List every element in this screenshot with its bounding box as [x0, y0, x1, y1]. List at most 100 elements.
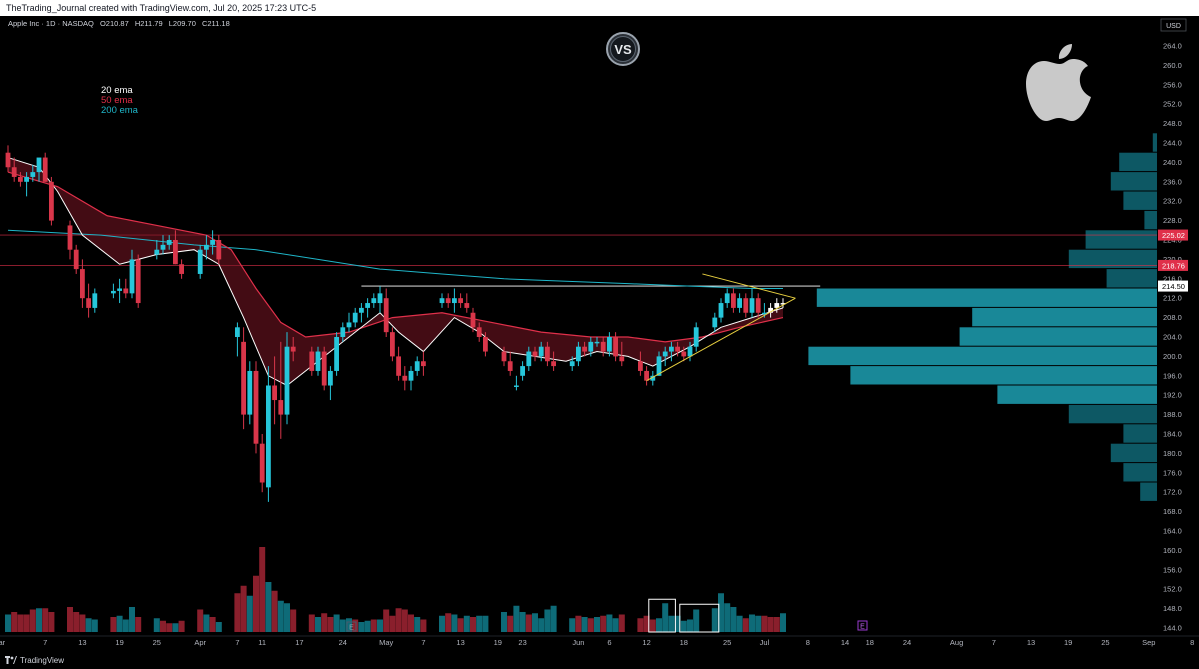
volume-bar-102	[773, 617, 780, 632]
tradingview-label: TradingView	[20, 656, 65, 665]
volume-bar-13	[110, 617, 117, 632]
y-tick-19: 188.0	[1163, 410, 1182, 419]
x-tick-10: May	[379, 638, 393, 647]
candle-body-86	[662, 351, 668, 357]
x-tick-21: 8	[806, 638, 810, 647]
profile-row-5	[1085, 230, 1157, 249]
volume-bar-89	[680, 620, 687, 632]
candle-body-69	[532, 351, 538, 357]
candle-body-19	[160, 244, 166, 250]
volume-bar-31	[259, 547, 266, 632]
y-tick-2: 256.0	[1163, 80, 1182, 89]
volume-bar-26	[215, 622, 222, 632]
candle-body-51	[396, 356, 401, 376]
volume-bar-69	[532, 613, 538, 632]
volume-bar-21	[172, 623, 179, 632]
candle-body-11	[86, 298, 91, 308]
volume-bar-56	[439, 615, 445, 632]
profile-row-1	[1119, 152, 1157, 172]
y-tick-28: 152.0	[1163, 585, 1182, 594]
volume-bar-75	[581, 617, 588, 632]
candle-body-88	[675, 346, 680, 352]
x-tick-29: 25	[1101, 638, 1109, 647]
profile-row-18	[1140, 482, 1157, 501]
x-tick-18: 18	[680, 638, 688, 647]
candle-body-21	[173, 240, 178, 265]
y-tick-18: 192.0	[1163, 391, 1182, 400]
candle-body-29	[247, 370, 253, 415]
volume-bar-87	[668, 615, 675, 632]
volume-highlight-0	[648, 598, 676, 633]
volume-bar-86	[662, 603, 669, 632]
triangle-pattern	[646, 273, 796, 382]
x-tick-0: ar	[0, 638, 6, 647]
volume-bar-79	[606, 614, 613, 632]
volume-bar-15	[122, 619, 129, 632]
volume-bar-38	[315, 617, 321, 632]
currency-label: USD	[1166, 23, 1181, 30]
x-tick-11: 7	[421, 638, 425, 647]
candle-body-61	[470, 312, 476, 328]
volume-bar-22	[178, 620, 185, 632]
profile-row-9	[972, 307, 1157, 327]
y-tick-12: 216.0	[1163, 274, 1182, 283]
volume-bar-52	[401, 609, 408, 632]
currency-box	[1160, 18, 1187, 32]
candle-body-73	[569, 361, 575, 367]
profile-row-7	[1106, 269, 1157, 288]
candle-body-49	[383, 298, 389, 333]
profile-row-8	[816, 288, 1157, 307]
profile-row-11	[808, 346, 1157, 366]
time-axis[interactable]: ar 7 13 19 25 Apr 7 11 17 24 May 7 13 19 23 Jun 6 12 18 25 J…	[0, 635, 1199, 647]
volume-bar-70	[538, 618, 545, 632]
profile-row-0	[1152, 133, 1157, 152]
volume-bar-18	[153, 618, 160, 632]
x-tick-26: 7	[992, 638, 996, 647]
x-tick-30: Sep	[1142, 638, 1155, 647]
candle-body-43	[346, 322, 352, 328]
profile-row-10	[959, 327, 1157, 346]
ohlc-close: C211.18	[201, 19, 230, 28]
candle-body-27	[235, 327, 240, 337]
volume-bar-84	[649, 619, 656, 632]
candle-body-74	[576, 346, 581, 362]
candle-body-36	[290, 346, 296, 352]
candle-body-98	[749, 298, 755, 313]
volume-bar-88	[674, 615, 681, 632]
candle-body-77	[594, 341, 600, 344]
volume-bar-40	[327, 617, 334, 632]
price-label-0: 225.02	[1162, 231, 1185, 240]
volume-bar-16	[129, 607, 135, 632]
header-text: TheTrading_Journal created with TradingV…	[6, 3, 317, 13]
volume-bar-25	[209, 617, 216, 632]
volume-bar-63	[482, 615, 489, 632]
volume-bar-51	[395, 608, 402, 632]
volume-bar-71	[544, 609, 551, 632]
y-tick-25: 164.0	[1163, 527, 1182, 536]
volume-bar-90	[687, 619, 693, 632]
candle-body-23	[197, 249, 203, 274]
candle-body-99	[755, 298, 761, 313]
candle-body-54	[414, 361, 420, 371]
volume-bar-61	[470, 617, 476, 632]
volume-bar-50	[389, 615, 396, 632]
volume-bar-28	[240, 585, 247, 632]
candle-body-58	[452, 298, 457, 304]
x-tick-24: 24	[903, 638, 911, 647]
volume-bar-49	[383, 609, 390, 632]
price-axis[interactable]: USD 264.0 260.0 256.0 252.0 248.0 244.0 240.0 23…	[1158, 16, 1199, 636]
x-tick-20: Jul	[760, 638, 770, 647]
candle-body-25	[210, 240, 215, 245]
x-tick-28: 19	[1064, 638, 1072, 647]
x-tick-2: 13	[78, 638, 86, 647]
candle-body-30	[253, 370, 259, 444]
earnings-marker	[346, 621, 357, 632]
candle-body-96	[737, 298, 742, 308]
volume-bar-23	[197, 609, 204, 632]
legend-ema50: 50 ema	[101, 95, 133, 106]
volume-bar-47	[370, 619, 377, 632]
volume-bar-12	[91, 619, 98, 632]
candle-body-34	[278, 400, 284, 415]
y-tick-22: 176.0	[1163, 468, 1182, 477]
